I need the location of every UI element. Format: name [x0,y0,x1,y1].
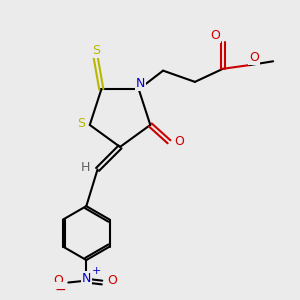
Text: O: O [211,28,220,42]
Text: O: O [249,51,259,64]
Text: N: N [136,77,145,90]
Text: −: − [54,283,66,297]
Text: H: H [81,161,90,174]
Text: S: S [92,44,100,57]
Text: O: O [175,135,184,148]
Text: O: O [108,274,118,287]
Text: +: + [92,266,101,276]
Text: S: S [77,117,86,130]
Text: O: O [53,274,63,287]
Text: N: N [82,272,91,285]
